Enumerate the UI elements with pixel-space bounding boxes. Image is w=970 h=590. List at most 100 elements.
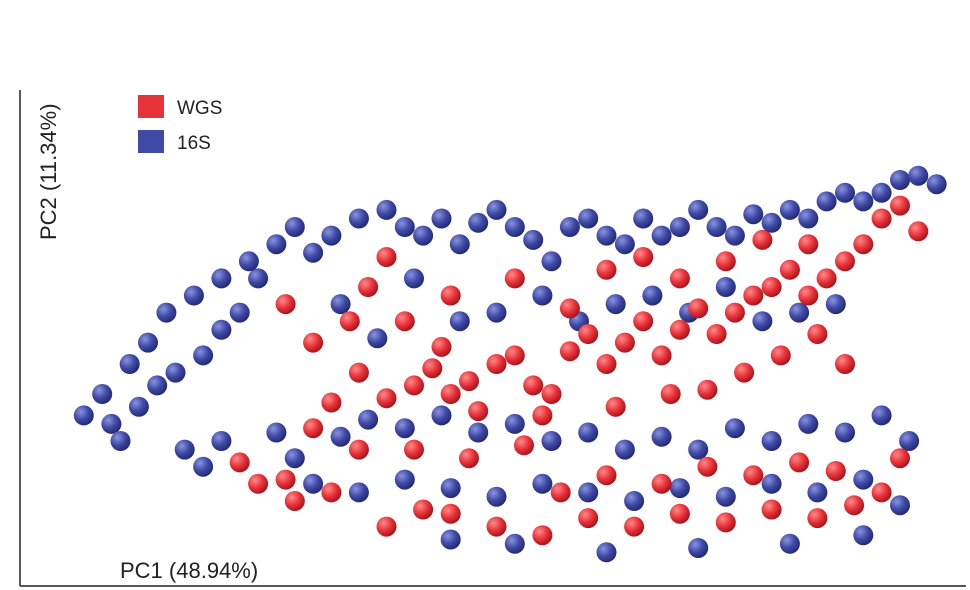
point-16s-53	[358, 409, 379, 430]
point-16s-8	[211, 319, 232, 340]
point-wgs-85	[459, 448, 479, 469]
point-wgs-31	[853, 234, 874, 255]
point-16s-9	[229, 302, 250, 323]
point-wgs-61	[624, 516, 645, 537]
point-16s-21	[468, 212, 489, 233]
legend-label-wgs: WGS	[177, 98, 222, 119]
point-16s-60	[614, 439, 635, 460]
point-wgs-12	[504, 345, 525, 366]
point-16s-54	[394, 418, 415, 439]
point-16s-65	[798, 413, 819, 434]
point-16s-15	[348, 208, 369, 229]
legend-swatch-16s	[138, 130, 164, 153]
point-16s-36	[743, 204, 764, 225]
point-16s-52	[330, 426, 351, 447]
point-16s-10	[248, 268, 269, 289]
point-16s-7	[193, 345, 214, 366]
point-wgs-44	[798, 234, 819, 255]
point-16s-44	[890, 170, 910, 190]
point-16s-57	[504, 413, 525, 434]
point-16s-103	[504, 533, 525, 554]
data-points	[73, 165, 947, 563]
point-16s-73	[330, 294, 351, 315]
point-16s-58	[541, 431, 562, 451]
point-16s-95	[669, 478, 690, 499]
point-wgs-47	[275, 294, 296, 315]
point-wgs-14	[541, 384, 562, 404]
point-wgs-22	[688, 298, 709, 319]
point-wgs-13	[523, 375, 544, 396]
point-wgs-54	[660, 384, 681, 404]
point-wgs-58	[807, 324, 828, 344]
point-16s-63	[724, 418, 745, 439]
point-wgs-43	[752, 229, 773, 250]
point-16s-102	[92, 384, 113, 404]
point-16s-50	[266, 422, 287, 443]
point-wgs-5	[348, 362, 369, 383]
point-16s-107	[440, 529, 461, 550]
point-16s-75	[404, 268, 424, 289]
point-wgs-50	[431, 336, 452, 357]
point-wgs-30	[835, 251, 855, 272]
point-16s-108	[853, 525, 874, 546]
point-16s-47	[174, 439, 195, 460]
point-16s-2	[128, 396, 149, 417]
point-wgs-73	[413, 499, 434, 520]
point-wgs-57	[770, 345, 791, 366]
point-16s-38	[779, 199, 800, 220]
point-wgs-75	[890, 448, 910, 469]
point-16s-106	[779, 533, 800, 554]
point-16s-1	[101, 413, 122, 434]
point-wgs-28	[798, 285, 819, 306]
point-wgs-76	[550, 482, 571, 503]
point-16s-74	[367, 328, 388, 349]
point-16s-84	[752, 311, 773, 332]
point-16s-27	[578, 208, 599, 229]
point-16s-85	[789, 302, 810, 323]
point-16s-51	[284, 448, 305, 469]
point-16s-96	[715, 486, 736, 507]
point-16s-100	[890, 495, 910, 516]
point-wgs-81	[789, 452, 810, 473]
point-wgs-68	[440, 503, 461, 524]
point-wgs-72	[376, 516, 397, 537]
point-16s-37	[761, 212, 782, 233]
point-16s-11	[266, 234, 287, 255]
point-16s-41	[835, 182, 855, 203]
point-16s-78	[532, 285, 553, 306]
point-wgs-77	[596, 465, 617, 486]
point-16s-105	[688, 538, 709, 558]
point-wgs-46	[376, 247, 397, 267]
point-16s-87	[303, 473, 324, 494]
point-wgs-21	[669, 319, 690, 340]
point-16s-62	[688, 439, 709, 460]
point-16s-80	[605, 294, 626, 315]
point-16s-97	[761, 473, 782, 494]
point-wgs-34	[908, 221, 929, 242]
point-16s-67	[871, 405, 892, 426]
point-16s-89	[394, 469, 415, 490]
point-16s-23	[504, 217, 525, 237]
point-16s-28	[596, 225, 617, 246]
point-wgs-1	[248, 473, 269, 494]
point-16s-12	[284, 217, 305, 237]
point-wgs-29	[816, 268, 837, 289]
point-wgs-53	[605, 396, 626, 417]
point-wgs-2	[275, 469, 296, 490]
point-16s-68	[899, 431, 920, 451]
point-wgs-86	[514, 435, 534, 456]
point-wgs-11	[486, 354, 507, 374]
point-16s-40	[816, 191, 837, 212]
point-wgs-65	[807, 508, 828, 529]
point-16s-25	[541, 251, 562, 272]
point-16s-20	[449, 234, 470, 255]
point-wgs-32	[871, 208, 892, 229]
point-wgs-49	[303, 332, 324, 353]
point-wgs-0	[229, 452, 250, 473]
point-16s-69	[156, 302, 177, 323]
point-wgs-10	[459, 371, 479, 392]
point-wgs-38	[559, 298, 580, 319]
point-wgs-33	[890, 195, 910, 216]
legend-swatch-wgs	[138, 95, 164, 118]
point-16s-77	[486, 302, 507, 323]
